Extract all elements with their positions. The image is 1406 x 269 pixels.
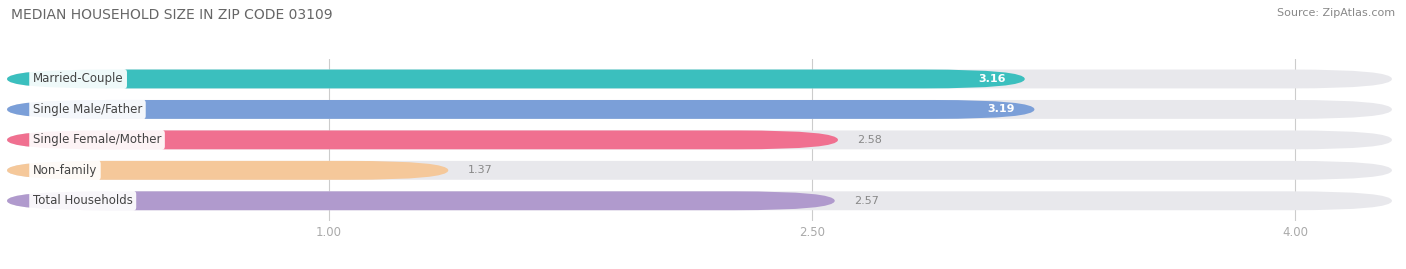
- Text: 3.16: 3.16: [979, 74, 1005, 84]
- Text: 2.58: 2.58: [858, 135, 882, 145]
- FancyBboxPatch shape: [7, 100, 1035, 119]
- Text: Non-family: Non-family: [32, 164, 97, 177]
- FancyBboxPatch shape: [7, 191, 835, 210]
- Text: Single Female/Mother: Single Female/Mother: [32, 133, 162, 146]
- Text: Source: ZipAtlas.com: Source: ZipAtlas.com: [1277, 8, 1395, 18]
- Text: 2.57: 2.57: [853, 196, 879, 206]
- FancyBboxPatch shape: [7, 69, 1025, 89]
- Text: 1.37: 1.37: [468, 165, 492, 175]
- Text: MEDIAN HOUSEHOLD SIZE IN ZIP CODE 03109: MEDIAN HOUSEHOLD SIZE IN ZIP CODE 03109: [11, 8, 333, 22]
- FancyBboxPatch shape: [7, 191, 1392, 210]
- FancyBboxPatch shape: [7, 161, 1392, 180]
- Text: 3.19: 3.19: [987, 104, 1015, 114]
- Text: Single Male/Father: Single Male/Father: [32, 103, 142, 116]
- Text: Total Households: Total Households: [32, 194, 132, 207]
- FancyBboxPatch shape: [7, 130, 838, 149]
- FancyBboxPatch shape: [7, 69, 1392, 89]
- Text: Married-Couple: Married-Couple: [32, 72, 124, 86]
- FancyBboxPatch shape: [7, 161, 449, 180]
- FancyBboxPatch shape: [7, 100, 1392, 119]
- FancyBboxPatch shape: [7, 130, 1392, 149]
